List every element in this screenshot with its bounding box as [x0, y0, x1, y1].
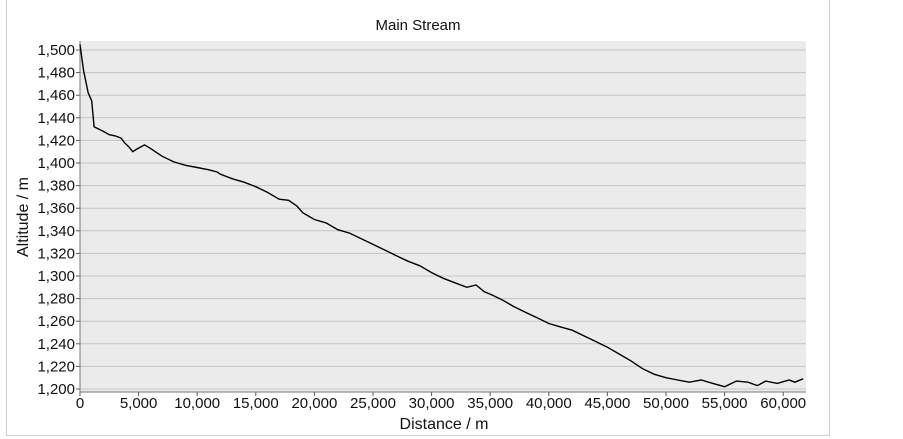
x-tick-label: 35,000: [467, 395, 513, 412]
y-tick-label: 1,340: [37, 223, 75, 240]
y-tick-label: 1,220: [37, 358, 75, 375]
y-tick-label: 1,500: [37, 42, 75, 59]
x-tick-label: 20,000: [291, 395, 337, 412]
x-tick-label: 50,000: [643, 395, 689, 412]
x-tick-label: 5,000: [120, 395, 158, 412]
y-tick-label: 1,260: [37, 313, 75, 330]
x-tick-label: 25,000: [350, 395, 396, 412]
y-tick-label: 1,240: [37, 336, 75, 353]
y-tick-label: 1,200: [37, 381, 75, 398]
y-tick-label: 1,460: [37, 87, 75, 104]
y-tick-label: 1,420: [37, 132, 75, 149]
chart-title: Main Stream: [375, 17, 460, 34]
x-tick-label: 45,000: [584, 395, 630, 412]
x-axis-label: Distance / m: [400, 416, 489, 433]
y-tick-label: 1,380: [37, 178, 75, 195]
altitude-line: [79, 44, 804, 388]
y-tick-label: 1,360: [37, 200, 75, 217]
x-tick-label: 60,000: [760, 395, 806, 412]
y-tick-label: 1,400: [37, 155, 75, 172]
y-tick-label: 1,280: [37, 291, 75, 308]
y-tick-label: 1,320: [37, 245, 75, 262]
chart-frame: [6, 0, 830, 436]
x-tick-label: 55,000: [702, 395, 748, 412]
y-axis-label: Altitude / m: [15, 177, 32, 257]
plot-area: [80, 41, 806, 392]
x-tick-label: 40,000: [526, 395, 572, 412]
y-tick-label: 1,480: [37, 65, 75, 82]
x-tick-label: 15,000: [233, 395, 279, 412]
y-tick-label: 1,300: [37, 268, 75, 285]
x-tick-label: 0: [76, 395, 84, 412]
y-tick-label: 1,440: [37, 110, 75, 127]
x-tick-label: 10,000: [174, 395, 220, 412]
x-tick-label: 30,000: [409, 395, 455, 412]
